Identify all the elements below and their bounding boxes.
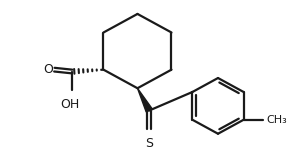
Text: CH₃: CH₃	[266, 115, 287, 125]
Text: O: O	[44, 63, 54, 76]
Polygon shape	[137, 88, 152, 112]
Text: S: S	[145, 136, 153, 150]
Text: OH: OH	[61, 98, 80, 111]
